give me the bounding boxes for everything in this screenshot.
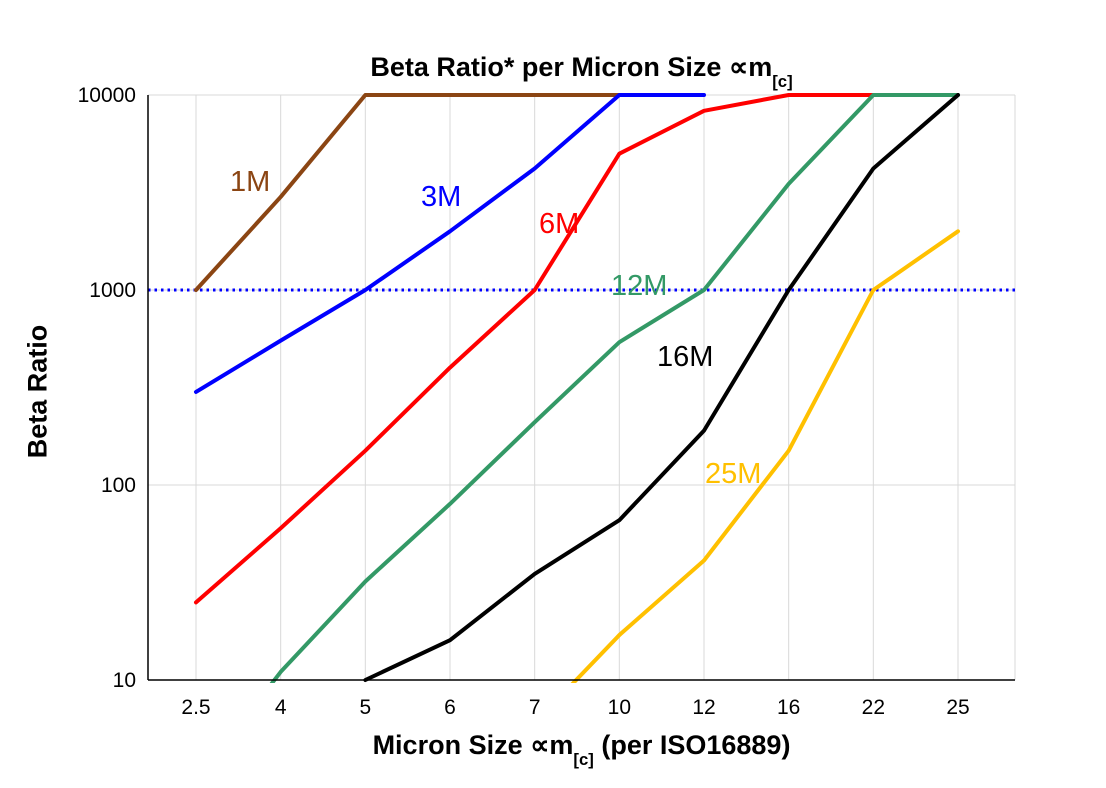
x-axis-title-suffix: (per ISO16889)	[593, 730, 791, 760]
series-label-3M: 3M	[421, 181, 461, 213]
x-tick-label: 10	[608, 696, 631, 719]
y-tick-label: 10	[113, 669, 136, 692]
series-line-6M	[194, 93, 876, 605]
x-tick-label: 2.5	[181, 696, 210, 719]
y-tick-label: 100	[101, 474, 136, 497]
x-axis-title-text: Micron Size ∝m	[372, 730, 574, 760]
x-axis-title: Micron Size ∝m[c] (per ISO16889)	[148, 730, 1015, 769]
y-tick-label: 10000	[78, 84, 136, 107]
x-tick-label: 6	[444, 696, 456, 719]
x-tick-label: 7	[529, 696, 541, 719]
x-axis-title-subscript: [c]	[573, 749, 594, 769]
chart-title-subscript: [c]	[772, 71, 793, 91]
series-line-12M	[269, 93, 960, 683]
x-tick-label: 25	[946, 696, 969, 719]
chart-title-text: Beta Ratio* per Micron Size ∝m	[370, 52, 773, 82]
series-line-1M	[194, 93, 622, 292]
series-line-16M	[363, 93, 960, 682]
x-tick-label: 16	[777, 696, 800, 719]
y-tick-label: 1000	[89, 279, 136, 302]
series-label-16M: 16M	[657, 341, 713, 373]
x-tick-label: 22	[862, 696, 885, 719]
x-tick-label: 4	[275, 696, 287, 719]
series-label-25M: 25M	[705, 458, 761, 490]
series-label-1M: 1M	[230, 166, 270, 198]
x-tick-label: 12	[692, 696, 715, 719]
series-line-3M	[194, 93, 706, 394]
series-label-12M: 12M	[611, 270, 667, 302]
chart-title: Beta Ratio* per Micron Size ∝m[c]	[148, 52, 1015, 91]
x-tick-label: 5	[359, 696, 371, 719]
series-line-25M	[570, 229, 960, 683]
series-label-6M: 6M	[539, 208, 579, 240]
y-axis-title: Beta Ratio	[22, 324, 53, 459]
